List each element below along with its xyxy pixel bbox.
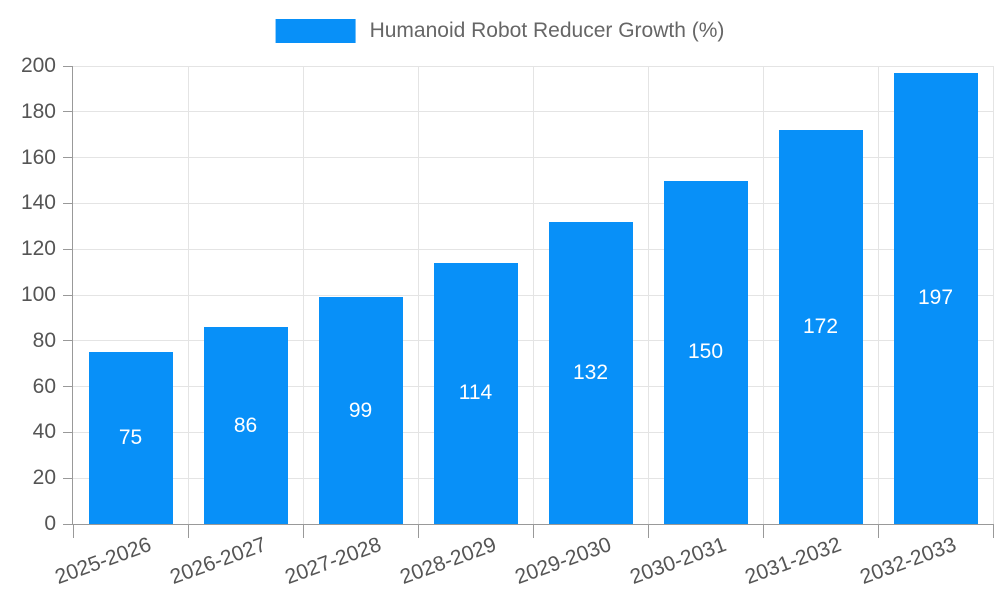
x-axis-line xyxy=(72,524,993,525)
x-tick-mark xyxy=(187,524,189,538)
x-tick-mark xyxy=(302,524,304,538)
y-tick-mark xyxy=(63,202,73,204)
x-gridline xyxy=(532,66,534,524)
legend-swatch xyxy=(275,19,356,43)
bar[interactable]: 99 xyxy=(318,297,403,524)
x-tick-mark xyxy=(532,524,534,538)
x-tick-mark xyxy=(877,524,879,538)
x-gridline xyxy=(417,66,419,524)
y-tick-label: 200 xyxy=(20,54,56,77)
x-tick-label: 2027-2028 xyxy=(282,533,385,589)
y-tick-label: 180 xyxy=(20,99,56,123)
y-axis-line xyxy=(72,66,73,525)
bar-value-label: 172 xyxy=(802,315,839,339)
x-gridline xyxy=(877,66,879,524)
x-tick-mark xyxy=(647,524,649,538)
y-tick-mark xyxy=(63,111,73,113)
bar-value-label: 99 xyxy=(348,398,373,422)
x-tick-label: 2030-2031 xyxy=(627,533,730,589)
y-tick-mark xyxy=(63,294,73,296)
x-gridline xyxy=(302,66,304,524)
bar-value-label: 75 xyxy=(118,426,143,450)
x-gridline xyxy=(992,66,994,524)
x-gridline xyxy=(647,66,649,524)
y-tick-mark xyxy=(63,340,73,342)
y-tick-mark xyxy=(63,477,73,479)
bar[interactable]: 172 xyxy=(778,130,863,524)
y-tick-label: 160 xyxy=(20,145,56,169)
y-tick-mark xyxy=(63,386,73,388)
y-tick-label: 120 xyxy=(20,237,56,261)
bar-value-label: 150 xyxy=(687,340,724,364)
x-tick-mark xyxy=(762,524,764,538)
bar-value-label: 197 xyxy=(917,286,954,310)
y-tick-mark xyxy=(63,248,73,250)
x-tick-label: 2032-2033 xyxy=(857,533,960,589)
bar-value-label: 86 xyxy=(233,413,258,437)
legend-label: Humanoid Robot Reducer Growth (%) xyxy=(369,19,725,42)
bar[interactable]: 114 xyxy=(433,262,518,524)
y-tick-mark xyxy=(63,523,73,525)
y-tick-label: 140 xyxy=(20,191,56,215)
x-tick-label: 2026-2027 xyxy=(167,533,270,589)
y-tick-label: 60 xyxy=(32,374,56,398)
bar[interactable]: 86 xyxy=(203,327,288,524)
x-tick-mark xyxy=(72,524,74,538)
x-tick-label: 2025-2026 xyxy=(52,533,155,589)
legend-item[interactable]: Humanoid Robot Reducer Growth (%) xyxy=(275,19,725,43)
x-tick-mark xyxy=(992,524,994,538)
y-tick-label: 100 xyxy=(20,283,56,306)
bar[interactable]: 132 xyxy=(548,221,633,524)
plot-area: 75 86 99 114 132 150 172 197 xyxy=(73,65,994,524)
x-tick-mark xyxy=(417,524,419,538)
x-tick-label: 2031-2032 xyxy=(742,533,845,589)
y-tick-label: 20 xyxy=(32,466,56,490)
bar[interactable]: 75 xyxy=(88,352,173,524)
bar-value-label: 132 xyxy=(572,360,609,384)
bar[interactable]: 197 xyxy=(893,72,978,524)
x-tick-label: 2028-2029 xyxy=(397,533,500,589)
y-tick-label: 80 xyxy=(32,328,56,352)
bar-value-label: 114 xyxy=(458,381,493,405)
bar[interactable]: 150 xyxy=(663,180,748,524)
y-tick-mark xyxy=(63,431,73,433)
y-tick-mark xyxy=(63,157,73,159)
x-gridline xyxy=(187,66,189,524)
y-tick-mark xyxy=(63,65,73,67)
x-gridline xyxy=(762,66,764,524)
x-tick-label: 2029-2030 xyxy=(512,533,615,589)
y-tick-label: 40 xyxy=(32,420,56,444)
y-tick-label: 0 xyxy=(44,512,56,535)
